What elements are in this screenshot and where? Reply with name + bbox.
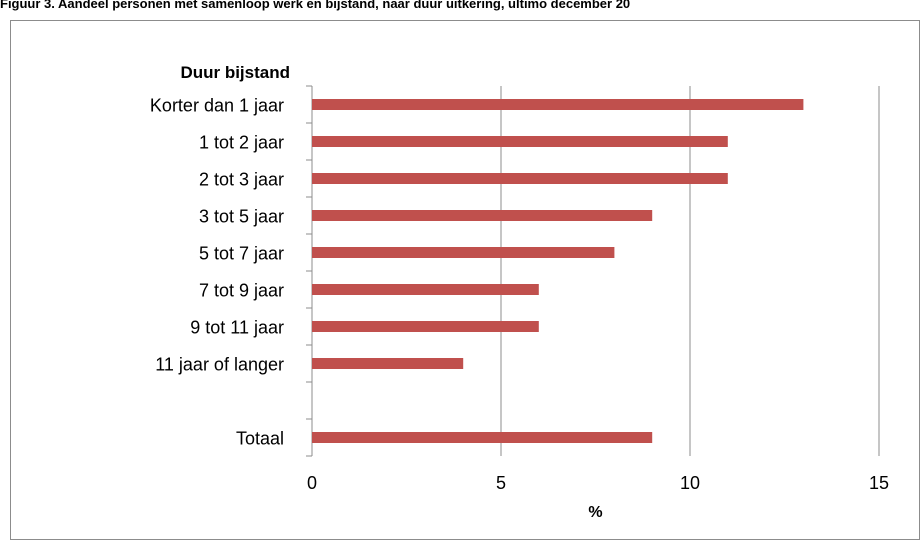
- x-tick-label: 10: [680, 473, 700, 493]
- x-tick-label: 0: [307, 473, 317, 493]
- x-tick-label: 5: [496, 473, 506, 493]
- bar: [312, 210, 653, 221]
- category-label: 9 tot 11 jaar: [190, 318, 284, 338]
- category-label: 1 tot 2 jaar: [199, 133, 284, 153]
- x-axis-title: %: [588, 504, 602, 521]
- bar: [312, 358, 464, 369]
- category-label: 7 tot 9 jaar: [199, 281, 284, 301]
- category-label: 3 tot 5 jaar: [199, 207, 284, 227]
- bar: [312, 99, 804, 110]
- bar-chart: Duur bijstand Korter dan 1 jaar 1 tot 2 j…: [150, 63, 889, 521]
- x-tick-label: 15: [869, 473, 889, 493]
- category-label: Totaal: [236, 429, 284, 449]
- category-header: Duur bijstand: [180, 63, 290, 82]
- category-label: Korter dan 1 jaar: [150, 96, 284, 116]
- bar: [312, 284, 539, 295]
- category-label: 5 tot 7 jaar: [199, 244, 284, 264]
- gridlines: [306, 85, 880, 457]
- bar: [312, 173, 728, 184]
- figure-title: Figuur 3. Aandeel personen met samenloop…: [0, 0, 631, 11]
- x-tick-labels: 0 5 10 15: [307, 473, 889, 493]
- bar: [312, 247, 615, 258]
- category-labels: Korter dan 1 jaar 1 tot 2 jaar 2 tot 3 jaa…: [150, 96, 284, 449]
- bars: [312, 99, 804, 443]
- bar: [312, 432, 653, 443]
- category-label: 2 tot 3 jaar: [199, 170, 284, 190]
- bar: [312, 136, 728, 147]
- category-label: 11 jaar of langer: [155, 355, 284, 375]
- bar: [312, 321, 539, 332]
